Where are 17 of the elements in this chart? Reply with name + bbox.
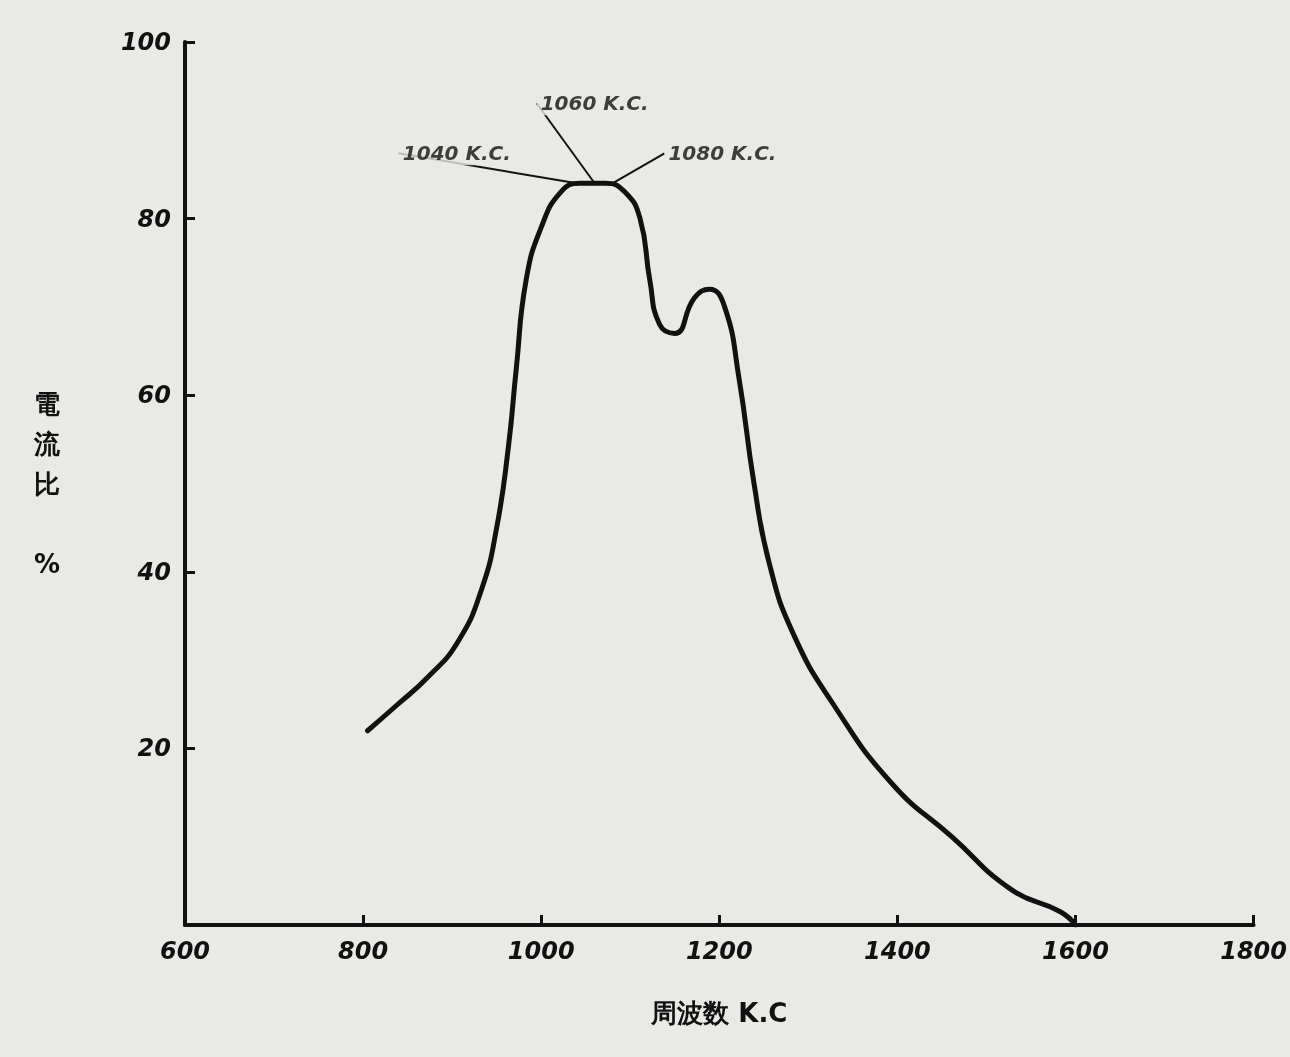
text: 電流比 % xyxy=(33,388,60,579)
y-tick-label: 20 xyxy=(137,734,171,763)
x-tick-label: 600 xyxy=(159,937,211,965)
x-tick-label: 1800 xyxy=(1220,937,1287,965)
y-tick-label: 80 xyxy=(137,204,171,233)
y-tick-label: 60 xyxy=(137,381,171,410)
annotation: 1080 K.C. xyxy=(668,141,777,166)
x-tick-label: 1400 xyxy=(864,937,931,965)
y-tick-label: 40 xyxy=(136,557,171,586)
annotation: 1060 K.C. xyxy=(540,91,649,116)
annotation: 1040 K.C. xyxy=(402,141,511,166)
x-tick-label: 1200 xyxy=(685,937,753,965)
y-tick-label: 100 xyxy=(120,28,171,56)
x-tick-label: 1000 xyxy=(507,937,575,965)
x-tick-label: 1600 xyxy=(1042,937,1109,965)
x-tick-label: 800 xyxy=(338,937,389,965)
x-axis-title: 周波数 K.C xyxy=(650,998,788,1028)
